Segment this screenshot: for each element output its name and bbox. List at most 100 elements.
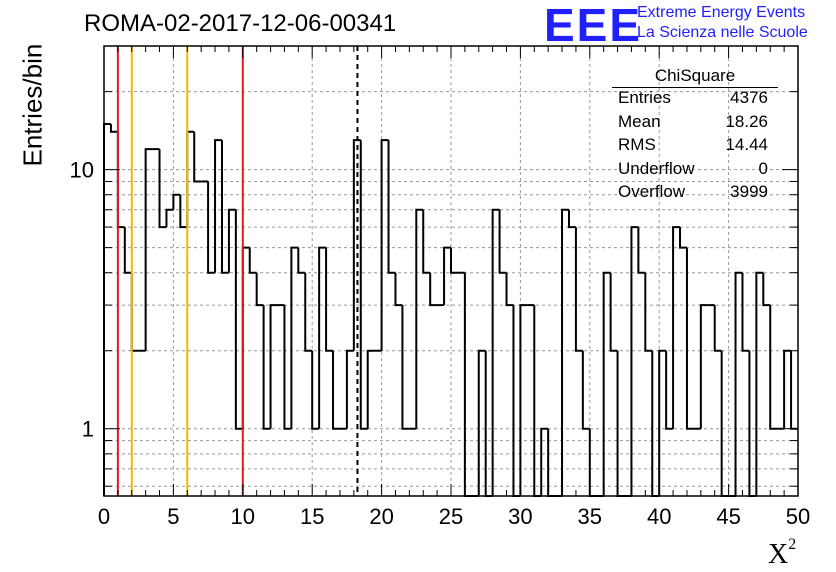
stats-divider bbox=[612, 87, 778, 88]
histogram-bin bbox=[637, 227, 646, 274]
histogram-bin bbox=[193, 131, 202, 183]
stats-row-rms: RMS 14.44 bbox=[612, 135, 778, 159]
histogram-bin bbox=[380, 139, 389, 351]
x-tick-label: 20 bbox=[369, 504, 393, 529]
histogram-bin bbox=[713, 305, 722, 352]
x-tick-label: 5 bbox=[167, 504, 179, 529]
stats-value: 3999 bbox=[730, 182, 768, 201]
histogram-bin bbox=[227, 208, 236, 273]
histogram-bin bbox=[144, 148, 153, 351]
stats-box: ChiSquare Entries 4376 Mean 18.26 RMS 14… bbox=[612, 66, 778, 206]
histogram-bin bbox=[248, 247, 257, 274]
histogram-bin bbox=[214, 139, 222, 273]
histogram-bin bbox=[463, 272, 472, 497]
histogram-bin bbox=[498, 209, 507, 274]
histogram-bin bbox=[283, 305, 292, 430]
x-tick-label: 10 bbox=[231, 504, 255, 529]
x-tick-label: 50 bbox=[786, 504, 810, 529]
histogram-bin bbox=[755, 271, 764, 496]
stats-row-entries: Entries 4376 bbox=[612, 88, 778, 112]
histogram-bin bbox=[186, 130, 195, 228]
x-tick-label: 15 bbox=[300, 504, 324, 529]
stats-value: 4376 bbox=[730, 88, 768, 107]
stats-label: Entries bbox=[618, 88, 671, 107]
stats-value: 0 bbox=[758, 158, 768, 178]
histogram-bin bbox=[505, 272, 514, 307]
histogram-bin bbox=[352, 139, 361, 351]
histogram-bin bbox=[220, 140, 229, 274]
histogram-bin bbox=[262, 305, 271, 430]
histogram-bin bbox=[609, 272, 618, 352]
histogram-bin bbox=[540, 427, 549, 496]
histogram-bin bbox=[484, 350, 493, 497]
histogram-bin bbox=[734, 271, 743, 496]
histogram-bin bbox=[443, 246, 451, 306]
histogram-bin bbox=[415, 208, 424, 429]
stats-row-overflow: Overflow 3999 bbox=[612, 182, 778, 206]
histogram-bin bbox=[422, 209, 431, 274]
histogram-bin bbox=[109, 123, 118, 133]
histogram-bin bbox=[318, 246, 327, 429]
histogram-bin bbox=[345, 349, 354, 429]
x-axis-label: X2 bbox=[768, 536, 796, 571]
histogram-bin bbox=[630, 226, 639, 496]
eee-logo: EEE bbox=[544, 0, 643, 51]
histogram-bin bbox=[477, 349, 486, 496]
histogram-bin bbox=[325, 247, 334, 352]
histogram-bin bbox=[394, 272, 403, 307]
x-tick-label: 30 bbox=[508, 504, 532, 529]
histogram-bin bbox=[311, 350, 320, 430]
histogram-bin bbox=[644, 272, 653, 352]
histogram-bin bbox=[304, 272, 313, 352]
histogram-bin bbox=[748, 350, 757, 497]
histogram-bin bbox=[290, 246, 299, 429]
histogram-bin bbox=[533, 305, 542, 497]
axis-ticks: 0 5 10 15 20 25 30 35 40 45 50 1 10 bbox=[70, 46, 810, 529]
histogram-bin bbox=[234, 209, 243, 430]
histogram-bin bbox=[790, 350, 798, 430]
histogram-bin bbox=[561, 208, 569, 496]
histogram-bin bbox=[241, 246, 250, 429]
histogram-bin bbox=[332, 350, 340, 430]
histogram-bin bbox=[123, 227, 132, 274]
histogram-bin bbox=[512, 305, 521, 497]
histogram-bin bbox=[762, 272, 771, 307]
histogram-bin bbox=[366, 349, 375, 429]
histogram-bin bbox=[720, 350, 729, 497]
histogram-bin bbox=[665, 350, 674, 430]
stats-label: Overflow bbox=[618, 182, 686, 201]
histogram-bin bbox=[519, 304, 528, 496]
stats-name: ChiSquare bbox=[654, 66, 736, 85]
histogram-bin bbox=[616, 350, 625, 497]
histogram-bin bbox=[699, 304, 708, 429]
stats-value: 14.44 bbox=[725, 135, 768, 154]
histogram-bin bbox=[207, 181, 216, 274]
histogram-bin bbox=[158, 149, 167, 229]
histogram-bin bbox=[255, 272, 264, 307]
stats-label: Mean bbox=[618, 111, 661, 131]
y-tick-label: 10 bbox=[70, 158, 94, 183]
y-tick-label: 1 bbox=[82, 417, 94, 442]
x-tick-label: 25 bbox=[439, 504, 463, 529]
histogram-bin bbox=[165, 208, 174, 228]
histogram-bin bbox=[450, 247, 458, 274]
logo-line-1: Extreme Energy Events bbox=[637, 4, 806, 21]
histogram-bin bbox=[567, 209, 576, 229]
histogram-bin bbox=[359, 140, 368, 430]
histogram-bin bbox=[269, 304, 278, 429]
stats-label: Underflow bbox=[618, 158, 695, 178]
histogram-bin bbox=[429, 272, 438, 307]
histogram-bin bbox=[130, 272, 139, 352]
x-tick-label: 40 bbox=[647, 504, 671, 529]
reference-lines bbox=[116, 46, 359, 496]
histogram-bin bbox=[658, 349, 667, 496]
y-axis-label: Entries/bin bbox=[17, 43, 48, 167]
histogram-bin bbox=[672, 226, 681, 429]
histogram-bin bbox=[741, 272, 750, 352]
logo-line-2: La Scienza nelle Scuole bbox=[637, 24, 808, 41]
histogram-bin bbox=[401, 305, 410, 430]
x-tick-label: 35 bbox=[578, 504, 602, 529]
histogram-bin bbox=[297, 247, 306, 274]
histogram-bin bbox=[116, 131, 125, 229]
